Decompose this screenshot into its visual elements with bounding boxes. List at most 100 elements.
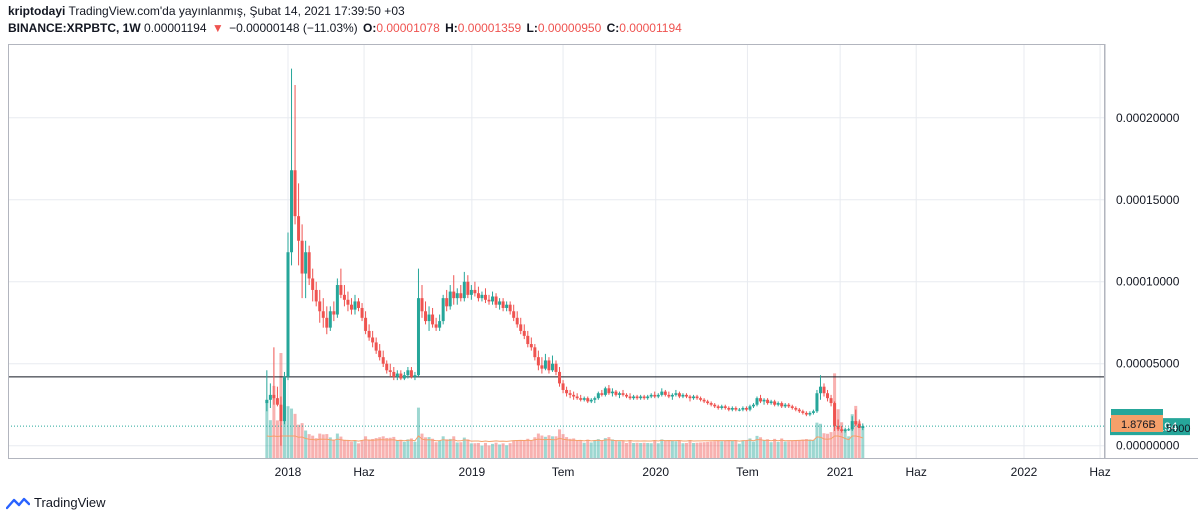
candle-body [304, 252, 308, 274]
candle-body [674, 393, 678, 395]
volume-bar [402, 441, 406, 458]
volume-bar [346, 440, 350, 458]
candle-body [759, 398, 763, 402]
candle-body [307, 252, 311, 279]
volume-bar [469, 443, 473, 458]
volume-bar [727, 440, 731, 458]
candle-body [822, 386, 826, 394]
candle-body [780, 403, 784, 407]
candle-body [762, 399, 766, 402]
candle-body [533, 347, 537, 358]
volume-bar [826, 433, 830, 458]
volume-bar [716, 440, 720, 458]
volume-bar [494, 442, 498, 458]
candle-body [769, 401, 773, 404]
price-tick-label: 0.00010000 [1116, 275, 1180, 289]
candle-body [741, 407, 745, 410]
candle-body [346, 299, 350, 305]
volume-bar [332, 439, 336, 458]
price-axis[interactable]: 0.00020000 0.00015000 0.00010000 0.00005000… [1116, 111, 1180, 453]
symbol-line: BINANCE:XRPBTC, 1W 0.00001194 ▼ −0.00000… [8, 20, 684, 37]
volume-bar [614, 440, 618, 458]
volume-bar [388, 437, 392, 458]
candle-body [395, 373, 399, 377]
volume-bar [438, 440, 442, 458]
candle-body [469, 289, 473, 295]
volume-bar [811, 440, 815, 458]
volume-bar [734, 440, 738, 458]
volume-bar [617, 441, 621, 458]
volume-bar [543, 436, 547, 458]
brand-name: TradingView [34, 495, 106, 510]
volume-bar [550, 436, 554, 458]
candle-body [321, 311, 325, 318]
candle-body [625, 394, 629, 397]
volume-bar [755, 435, 759, 458]
time-tick-label: Haz [906, 465, 927, 479]
volume-bar [357, 443, 361, 458]
footer-brand[interactable]: TradingView [6, 495, 106, 510]
candle-body [378, 350, 382, 358]
volume-bar [505, 445, 509, 458]
candle-body [459, 293, 463, 299]
volume-label: 1.876B [1121, 419, 1156, 431]
candle-body [688, 396, 692, 399]
volume-bar [297, 424, 301, 458]
volume-bar [392, 436, 396, 458]
author-name[interactable]: kriptodayi [8, 4, 66, 18]
candle-body [628, 396, 632, 399]
volume-bar [653, 440, 657, 458]
candle-body [565, 389, 569, 394]
candle-body [847, 429, 851, 431]
candle-body [833, 403, 837, 427]
volume-bar [596, 439, 600, 458]
volume-bar [367, 439, 371, 458]
volume-bar [434, 442, 438, 458]
volume-bar [663, 440, 667, 458]
volume-bar [783, 441, 787, 458]
candle-body [427, 314, 431, 322]
volume-bar [737, 443, 741, 458]
volume-bar [794, 440, 798, 458]
volume-bar [861, 427, 865, 458]
volume-bar [776, 441, 780, 458]
candle-body [473, 289, 477, 294]
candle-body [353, 301, 357, 310]
candle-body [282, 376, 286, 422]
volume-bar [272, 385, 276, 458]
volume-bar [371, 438, 375, 458]
candle-body [861, 426, 865, 429]
close-value: 0.00001194 [619, 21, 682, 35]
candle-body [550, 363, 554, 371]
candle-body [575, 396, 579, 399]
volume-bar [589, 442, 593, 458]
candle-body [526, 335, 530, 345]
volume-bar [677, 440, 681, 458]
chart-pane-border [8, 44, 1105, 459]
volume-bar [431, 438, 435, 458]
volume-bar [642, 442, 646, 458]
time-axis[interactable]: 2018 Haz 2019 Tem 2020 Tem 2021 Haz 2022 Haz [275, 465, 1111, 479]
candle-body [293, 170, 297, 217]
volume-bar [692, 442, 696, 458]
candle-body [318, 301, 322, 312]
candle-body [692, 396, 696, 399]
volume-bar [702, 442, 706, 458]
candle-body [554, 363, 558, 372]
candle-body [349, 304, 353, 310]
volume-bar [744, 440, 748, 458]
candle-body [826, 393, 830, 399]
volume-moving-average-line [266, 435, 863, 443]
candle-body [614, 391, 618, 395]
volume-bar [409, 438, 413, 458]
candle-body [593, 398, 597, 400]
candle-body [374, 342, 378, 351]
price-chart[interactable]: 0.00020000 0.00015000 0.00010000 0.00005000… [8, 44, 1198, 490]
candle-body [755, 398, 759, 405]
candle-body [804, 412, 808, 415]
price-change: −0.00000148 (−11.03%) [229, 21, 358, 35]
candle-body [783, 404, 787, 407]
candle-body [586, 398, 590, 402]
volume-bar [512, 441, 516, 458]
volume-bar [325, 434, 329, 458]
